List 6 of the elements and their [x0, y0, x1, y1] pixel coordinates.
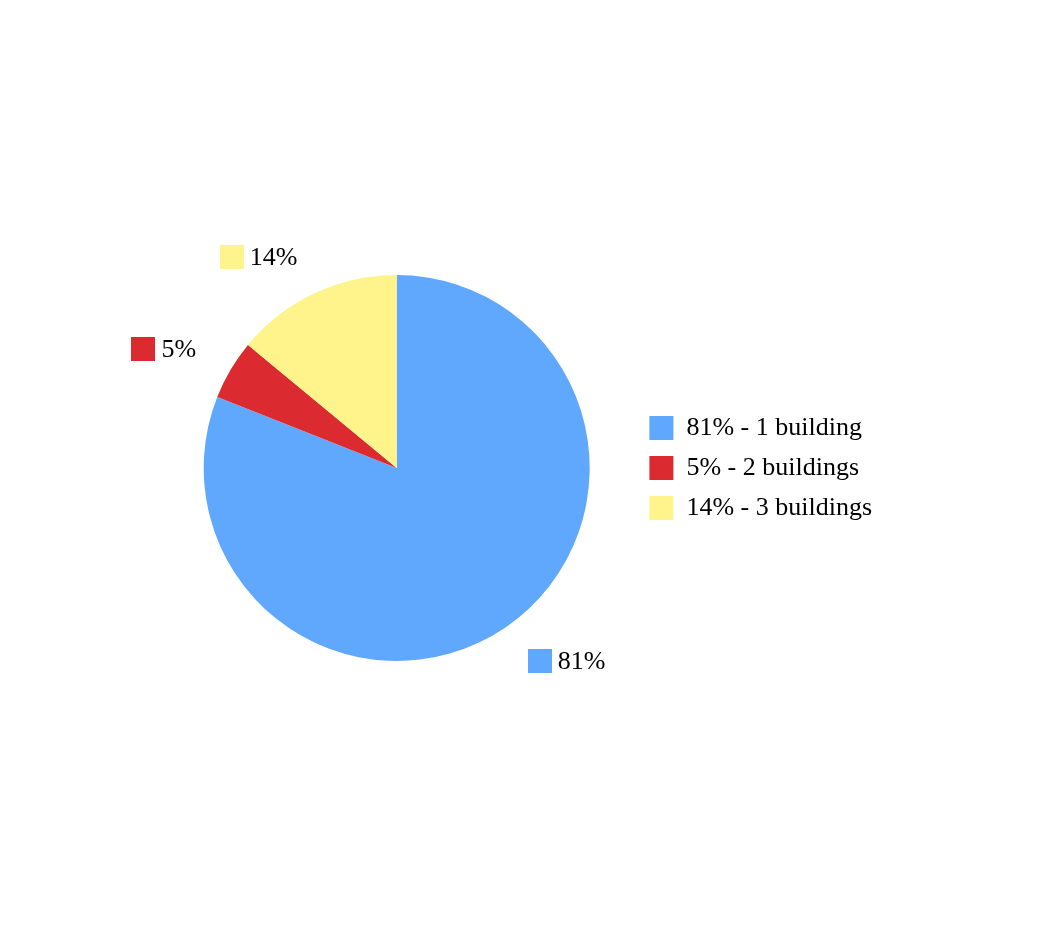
data-label: 81% [557, 645, 606, 675]
data-label: 14% [249, 242, 298, 271]
legend-label: 5% - 2 buildings [686, 451, 859, 481]
legend-label: 14% - 3 buildings [686, 491, 872, 521]
data-label: 5% [161, 334, 197, 364]
legend-label: 81% - 1 building [686, 411, 862, 441]
